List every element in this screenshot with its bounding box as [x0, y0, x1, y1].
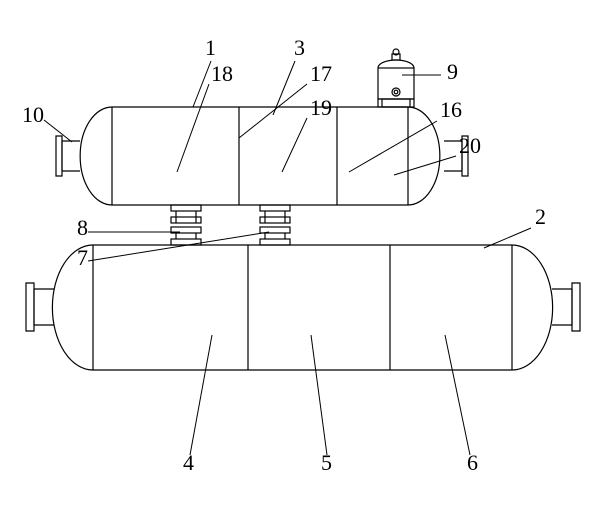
leader-line — [349, 121, 437, 172]
leader-line — [445, 335, 470, 455]
callout-label-17: 17 — [310, 61, 332, 86]
callout-label-3: 3 — [294, 35, 305, 60]
callout-label-2: 2 — [535, 204, 546, 229]
callout-label-5: 5 — [321, 450, 332, 475]
side-nozzle — [56, 136, 80, 176]
callout-label-18: 18 — [211, 61, 233, 86]
connecting-pipe — [171, 205, 201, 245]
leader-line — [177, 84, 209, 172]
callout-label-4: 4 — [183, 450, 194, 475]
callout-label-6: 6 — [467, 450, 478, 475]
callout-label-9: 9 — [447, 59, 458, 84]
leader-line — [282, 118, 307, 172]
leader-line — [311, 335, 327, 455]
callout-label-20: 20 — [459, 133, 481, 158]
lower-vessel — [26, 245, 580, 370]
top-device — [378, 49, 414, 107]
callout-label-10: 10 — [22, 102, 44, 127]
leader-line — [193, 61, 211, 107]
leader-line — [190, 335, 212, 455]
callout-label-19: 19 — [310, 95, 332, 120]
labels-layer: 1 317 18 19 16 20 9 10 8 7 2 4 5 6 — [22, 35, 546, 475]
vessel-body — [52, 245, 552, 370]
side-nozzle — [552, 283, 580, 331]
leader-line — [394, 156, 456, 175]
callout-label-16: 16 — [440, 97, 462, 122]
leader-line — [88, 232, 269, 261]
side-nozzle — [26, 283, 54, 331]
connecting-pipe — [260, 205, 290, 245]
callout-label-8: 8 — [77, 215, 88, 240]
leader-line — [239, 84, 307, 138]
upper-vessel — [56, 49, 468, 205]
callout-label-1: 1 — [205, 35, 216, 60]
callout-label-7: 7 — [77, 245, 88, 270]
leader-line — [44, 120, 72, 142]
